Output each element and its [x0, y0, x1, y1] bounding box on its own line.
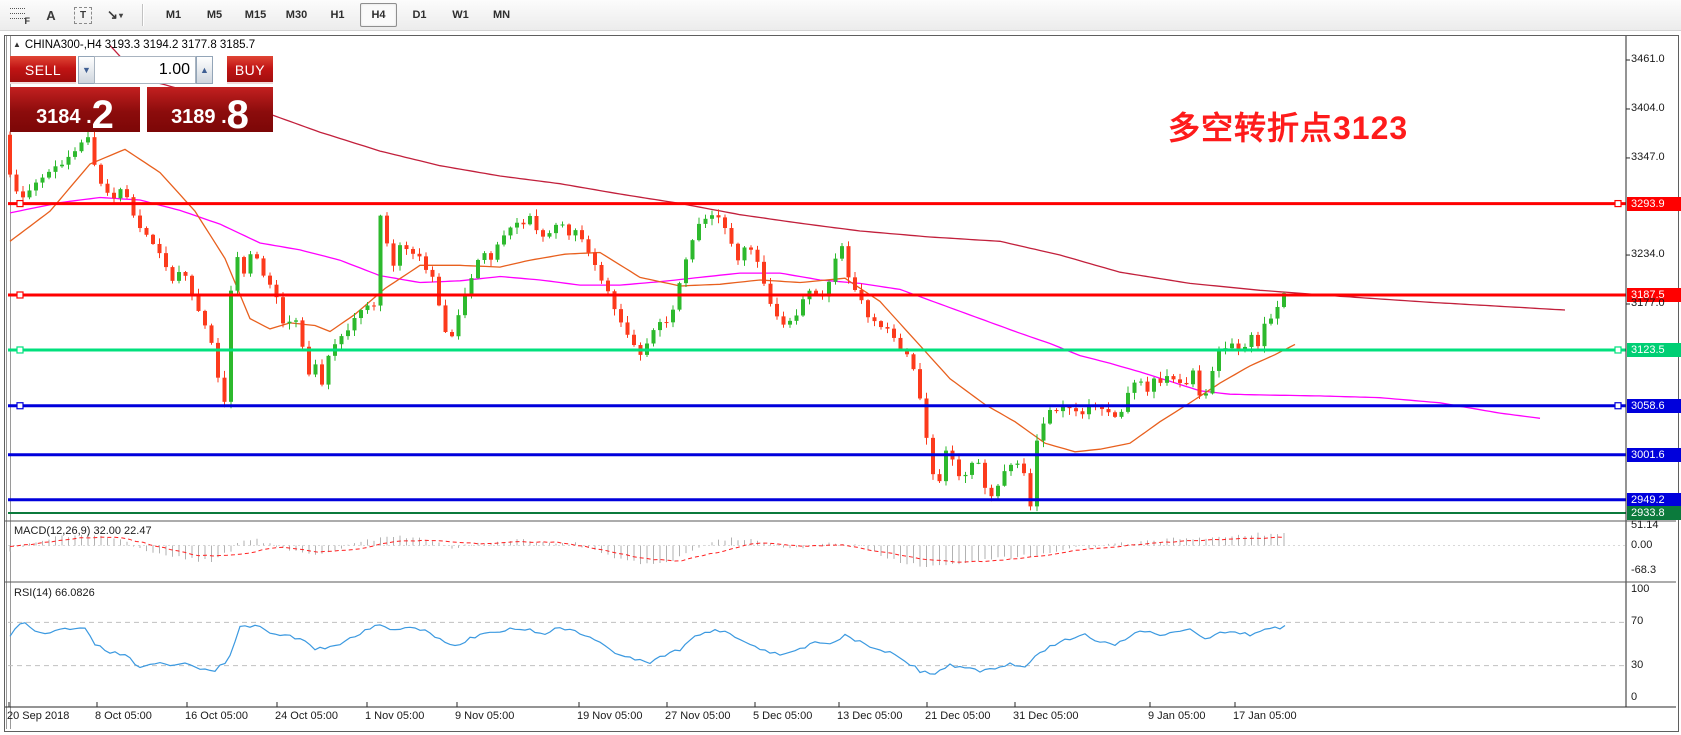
spinner-up-icon: ▲	[200, 65, 209, 75]
chart-window	[4, 35, 1679, 732]
text-label-icon[interactable]: T	[70, 3, 96, 27]
fibonacci-lines-icon[interactable]: F	[6, 3, 32, 27]
one-click-trade-panel: SELL ▼ ▲ BUY 3184 .2 3189 .8	[10, 56, 273, 137]
sell-price-big-digit: 2	[91, 93, 114, 137]
ma-mid-line	[9, 196, 1541, 419]
timeframe-button-MN[interactable]: MN	[492, 9, 511, 21]
timeframe-button-M5[interactable]: M5	[206, 9, 223, 21]
sell-button[interactable]: SELL	[10, 56, 76, 84]
timeframe-button-D1[interactable]: D1	[412, 9, 427, 21]
timeframe-button-M15[interactable]: M15	[244, 9, 267, 21]
chart-annotation-text[interactable]: 多空转折点3123	[1168, 110, 1409, 146]
sell-price-main: 3184 .	[36, 106, 92, 128]
symbol-ohlc-text: CHINA300-,H4 3193.3 3194.2 3177.8 3185.7	[24, 39, 256, 51]
chart-title: ▲ CHINA300-,H4 3193.3 3194.2 3177.8 3185.…	[13, 39, 255, 51]
macd-signal-line	[9, 536, 1285, 563]
volume-decrease-button[interactable]: ▼	[78, 56, 95, 84]
volume-input[interactable]	[94, 56, 196, 84]
buy-price-panel[interactable]: 3189 .8	[147, 87, 273, 137]
volume-increase-button[interactable]: ▲	[196, 56, 213, 84]
collapse-triangle-icon[interactable]: ▲	[13, 40, 21, 49]
timeframe-button-M1[interactable]: M1	[165, 9, 182, 21]
rsi-line	[9, 622, 1286, 675]
chart-window-left-edge	[6, 36, 11, 729]
timeframe-button-M30[interactable]: M30	[285, 9, 308, 21]
toolbar-separator	[142, 4, 143, 26]
sell-price-panel[interactable]: 3184 .2	[10, 87, 140, 137]
drawing-tools-group: F A T ↘ ▾	[0, 3, 128, 27]
timeframe-button-H1[interactable]: H1	[330, 9, 345, 21]
buy-button[interactable]: BUY	[227, 56, 273, 84]
text-icon[interactable]: A	[46, 7, 56, 23]
top-toolbar: F A T ↘ ▾ M1 M5 M15 M30 H1 H4 D1 W1 MN	[0, 0, 1681, 31]
timeframe-button-W1[interactable]: W1	[452, 9, 469, 21]
ma-fast-line	[9, 148, 1296, 453]
timeframe-button-H4[interactable]: H4	[360, 3, 397, 27]
arrows-icon[interactable]: ↘ ▾	[107, 7, 123, 22]
buy-price-big-digit: 8	[226, 93, 249, 137]
timeframe-group: M1 M5 M15 M30 H1 H4 D1 W1 MN	[153, 3, 522, 27]
buy-price-main: 3189 .	[171, 106, 227, 128]
macd-indicator-label: MACD(12,26,9) 32.00 22.47	[14, 525, 152, 537]
sell-button-label: SELL	[24, 62, 62, 78]
buy-button-label: BUY	[234, 62, 266, 78]
spinner-down-icon: ▼	[82, 65, 91, 75]
rsi-indicator-label: RSI(14) 66.0826	[14, 587, 95, 599]
